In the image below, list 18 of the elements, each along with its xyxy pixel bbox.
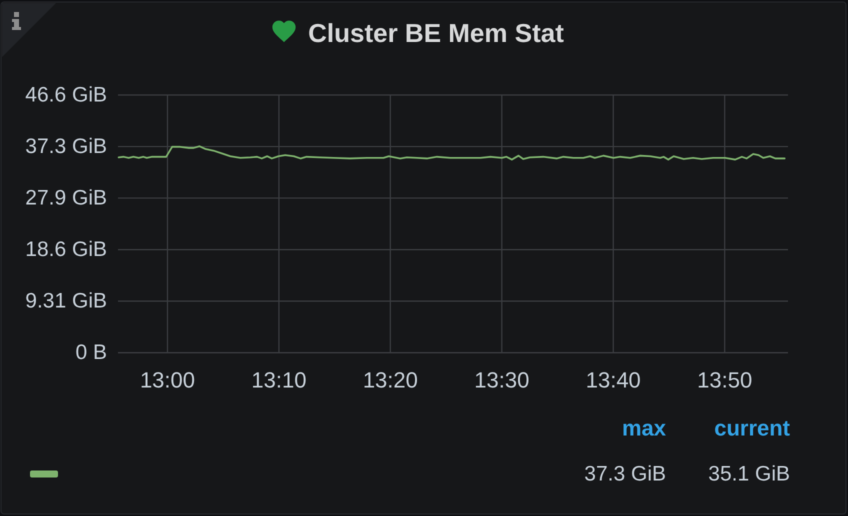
y-tick-label: 0 B	[75, 341, 107, 364]
x-tick-label: 13:10	[251, 368, 306, 392]
y-tick-label: 9.31 GiB	[25, 290, 107, 313]
x-tick-label: 13:30	[474, 368, 530, 392]
x-tick-label: 13:20	[362, 368, 418, 392]
text: max	[622, 416, 667, 440]
text: 35.1 GiB	[708, 462, 790, 486]
y-tick-label: 46.6 GiB	[25, 84, 107, 106]
y-tick-label: 18.6 GiB	[25, 238, 107, 262]
y-tick-label: 37.3 GiB	[25, 135, 107, 158]
chart-title: Cluster BE Mem Stat	[308, 18, 564, 48]
text: 37.3 GiB	[584, 462, 666, 486]
x-tick-label: 13:50	[697, 368, 752, 392]
x-tick-label: 13:00	[140, 368, 196, 392]
y-tick-label: 27.9 GiB	[25, 186, 107, 210]
line-series	[118, 145, 786, 160]
x-tick-label: 13:40	[586, 368, 641, 392]
text: current	[714, 416, 791, 440]
